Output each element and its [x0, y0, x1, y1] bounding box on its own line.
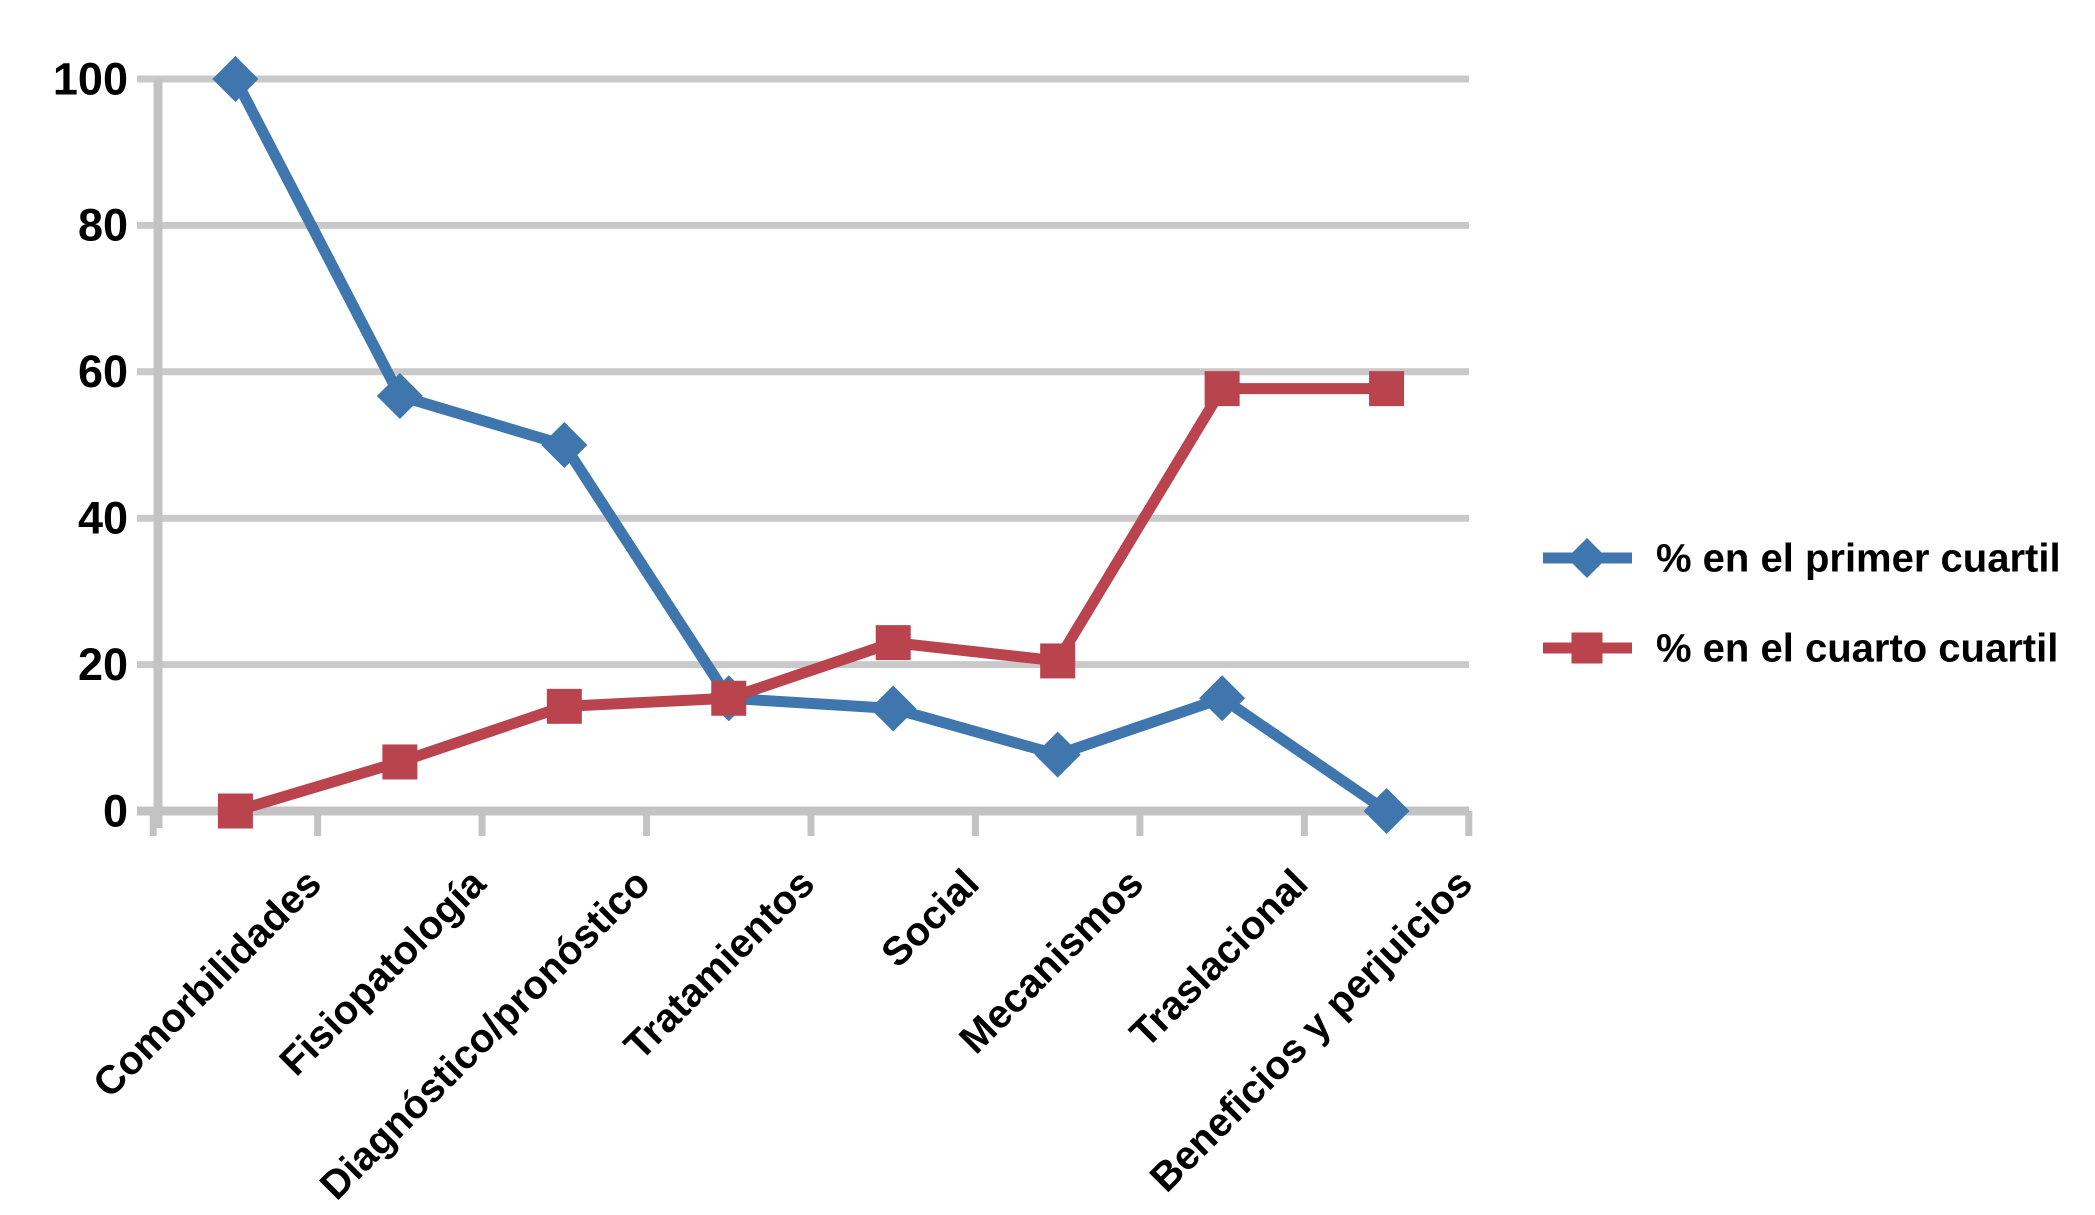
legend-label-cuarto-cuartil: % en el cuarto cuartil	[1656, 627, 2058, 671]
data-point-cuarto-cuartil	[711, 680, 747, 716]
legend-diamond-icon	[1567, 538, 1607, 578]
y-axis-tick-label: 20	[78, 639, 128, 690]
data-point-cuarto-cuartil	[217, 793, 253, 829]
legend: % en el primer cuartil % en el cuarto cua…	[1543, 537, 2061, 671]
data-point-cuarto-cuartil	[382, 744, 418, 780]
x-axis-category-label: Social	[873, 861, 987, 975]
data-point-primer-cuartil	[1034, 731, 1081, 778]
legend-item-primer-cuartil: % en el primer cuartil	[1543, 537, 2061, 581]
data-point-primer-cuartil	[212, 56, 259, 102]
x-axis-labels: ComorbilidadesFisiopatologíaDiagnóstico/…	[85, 861, 1481, 1208]
y-axis-tick-label: 60	[78, 346, 128, 397]
data-point-cuarto-cuartil	[1369, 371, 1405, 407]
y-axis-tick-label: 80	[78, 200, 128, 251]
legend-item-cuarto-cuartil: % en el cuarto cuartil	[1543, 627, 2058, 671]
series-primer-cuartil	[212, 56, 1410, 834]
data-point-primer-cuartil	[1363, 788, 1410, 834]
y-axis-tick-label: 0	[103, 785, 128, 836]
series-cuarto-cuartil	[217, 371, 1405, 829]
data-point-cuarto-cuartil	[875, 625, 911, 661]
y-axis-tick-label: 40	[78, 493, 128, 544]
gridlines	[137, 75, 1469, 669]
axes	[137, 79, 1473, 836]
y-axis-tick-label: 100	[53, 53, 128, 104]
data-point-cuarto-cuartil	[546, 688, 582, 724]
data-point-primer-cuartil	[870, 685, 917, 732]
legend-square-icon	[1571, 632, 1603, 664]
data-point-primer-cuartil	[376, 372, 423, 419]
series-line-primer-cuartil	[230, 76, 1390, 816]
data-point-cuarto-cuartil	[1040, 643, 1076, 679]
data-point-cuarto-cuartil	[1204, 371, 1240, 407]
data-point-primer-cuartil	[541, 422, 588, 468]
data-point-primer-cuartil	[1199, 675, 1246, 722]
series-line-cuarto-cuartil	[233, 383, 1387, 817]
x-axis-category-label: Beneficios y perjuicios	[1142, 861, 1481, 1200]
legend-label-primer-cuartil: % en el primer cuartil	[1656, 537, 2061, 581]
x-axis-category-label: Diagnóstico/pronóstico	[312, 861, 659, 1208]
y-axis-labels: 0 20 40 60 80 100	[53, 53, 128, 836]
